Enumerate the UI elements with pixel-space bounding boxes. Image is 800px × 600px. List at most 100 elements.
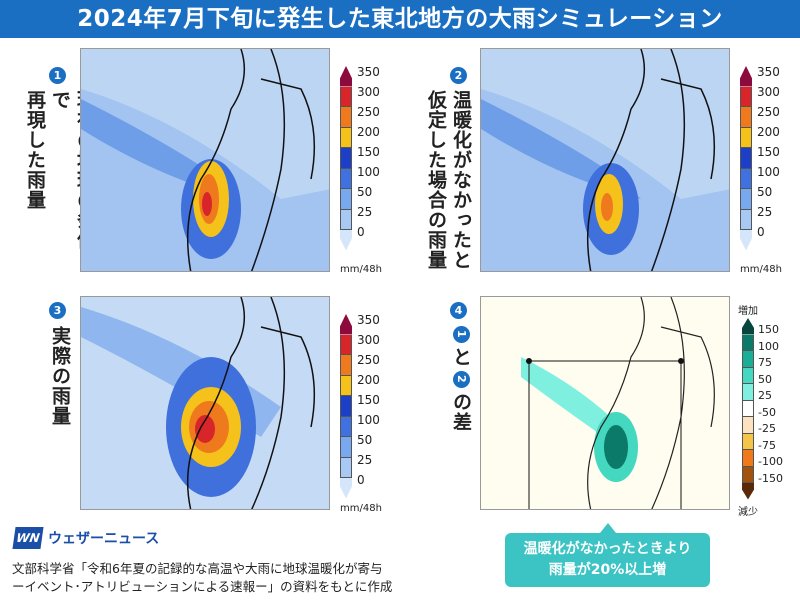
colorbar-segment: [340, 127, 352, 148]
colorbar-tick-label: -25: [758, 422, 776, 435]
colorbar-tick-label: -75: [758, 438, 776, 452]
colorbar-segment: [340, 107, 352, 128]
colorbar-tick-label: 150: [357, 145, 380, 159]
colorbar-tick-label: 100: [357, 165, 380, 179]
colorbar-tick-label: 250: [757, 105, 780, 119]
panel-1-number: 1: [49, 67, 66, 84]
panel-4-number: 4: [450, 302, 467, 319]
colorbar-segment: [742, 351, 754, 368]
colorbar-segment: [340, 396, 352, 417]
colorbar-tick-label: 200: [357, 373, 380, 387]
increase-label: 増加: [738, 306, 758, 317]
callout-line: 温暖化がなかったときより: [523, 541, 692, 557]
colorbar-tick-label: 200: [357, 125, 380, 139]
diff-colorbar: [742, 318, 754, 500]
diff-map: [481, 297, 729, 509]
colorbar-segment: [340, 355, 352, 376]
colorbar-tick-label: 25: [757, 205, 773, 219]
colorbar-tick-label: 50: [758, 372, 772, 386]
colorbar-tick-label: 0: [357, 473, 365, 487]
colorbar-segment: [742, 483, 754, 500]
colorbar-segment: [740, 66, 752, 87]
colorbar-segment: [340, 209, 352, 230]
colorbar-tick-label: 25: [357, 453, 373, 467]
colorbar-tick-label: 0: [757, 225, 765, 239]
colorbar-segment: [742, 334, 754, 351]
colorbar-segment: [340, 230, 352, 251]
colorbar-tick-label: 25: [357, 205, 373, 219]
rain-colorbar: [340, 66, 352, 251]
decrease-label: 減少: [738, 507, 758, 518]
colorbar-segment: [740, 148, 752, 169]
colorbar-tick-label: 200: [757, 125, 780, 139]
colorbar-tick-label: 100: [758, 339, 779, 353]
rain-map: [81, 297, 329, 509]
ref-1: 1: [453, 326, 470, 343]
panel-4-label: 1 と 2 の差: [448, 326, 473, 432]
colorbar-segment: [340, 148, 352, 169]
rain-colorbar: [740, 66, 752, 251]
colorbar-tick-label: 250: [357, 105, 380, 119]
source-line-1: 文部科学省「令和6年夏の記録的な高温や大雨に地球温暖化が寄与: [12, 561, 383, 576]
rain-colorbar-labels: 350 300 250 200 150 100 50 25 0: [357, 62, 380, 242]
colorbar-tick-label: 250: [357, 353, 380, 367]
colorbar-tick-label: 75: [758, 356, 772, 369]
colorbar-segment: [742, 384, 754, 401]
colorbar-segment: [340, 478, 352, 499]
colorbar-tick-label: 150: [758, 323, 779, 336]
colorbar-segment: [340, 314, 352, 335]
unit-label: mm/48h: [740, 264, 782, 275]
colorbar-segment: [340, 375, 352, 396]
colorbar-tick-label: 50: [357, 185, 373, 199]
panel-3-label: 実際の雨量: [49, 326, 71, 426]
colorbar-tick-label: -50: [758, 405, 776, 419]
page-title: 2024年7月下旬に発生した東北地方の大雨シミュレーション: [0, 0, 800, 38]
colorbar-tick-label: 100: [357, 413, 380, 427]
rain-colorbar-labels: 350 300 250 200 150 100 50 25 0: [757, 62, 780, 242]
label-text: と: [450, 347, 472, 367]
callout-line: 雨量が20%以上増: [548, 562, 667, 578]
colorbar-tick-label: -100: [758, 455, 783, 468]
label-line: 再現した雨量: [24, 90, 46, 210]
colorbar-tick-label: 350: [357, 65, 380, 79]
panel-2-label: 温暖化がなかったと 仮定した場合の雨量: [423, 90, 473, 280]
panel-2-number: 2: [450, 67, 467, 84]
colorbar-segment: [740, 189, 752, 210]
colorbar-segment: [740, 209, 752, 230]
label-text: の差: [450, 392, 472, 432]
colorbar-segment: [340, 334, 352, 355]
colorbar-segment: [340, 437, 352, 458]
colorbar-segment: [740, 86, 752, 107]
label-line: 温暖化がなかったと: [450, 90, 472, 270]
colorbar-segment: [742, 417, 754, 434]
colorbar-segment: [742, 450, 754, 467]
source-line-2: ーイベント･アトリビューションによる速報ー」の資料をもとに作成: [12, 579, 393, 594]
colorbar-segment: [740, 127, 752, 148]
map-current-climate: [80, 48, 330, 272]
unit-label: mm/48h: [340, 503, 382, 514]
ref-2: 2: [453, 371, 470, 388]
colorbar-segment: [742, 367, 754, 384]
colorbar-segment: [742, 466, 754, 483]
colorbar-tick-label: 25: [758, 389, 772, 402]
colorbar-segment: [742, 318, 754, 335]
colorbar-segment: [740, 107, 752, 128]
colorbar-tick-label: 50: [757, 185, 773, 199]
rain-colorbar: [340, 314, 352, 499]
colorbar-segment: [742, 433, 754, 450]
colorbar-segment: [740, 230, 752, 251]
colorbar-segment: [740, 168, 752, 189]
brand-name: ウェザーニュース: [48, 531, 160, 547]
colorbar-segment: [742, 400, 754, 417]
colorbar-segment: [340, 168, 352, 189]
colorbar-segment: [340, 457, 352, 478]
colorbar-tick-label: 300: [357, 85, 380, 99]
rain-map: [81, 49, 329, 271]
rain-colorbar-labels: 350 300 250 200 150 100 50 25 0: [357, 310, 380, 490]
colorbar-tick-label: 350: [757, 65, 780, 79]
map-difference: [480, 296, 730, 510]
colorbar-segment: [340, 416, 352, 437]
colorbar-segment: [340, 189, 352, 210]
diff-colorbar-labels: 150 100 75 50 25 -50 -25 -75 -100 -150: [758, 322, 783, 487]
weathernews-logo: WN ウェザーニュース: [12, 527, 160, 549]
